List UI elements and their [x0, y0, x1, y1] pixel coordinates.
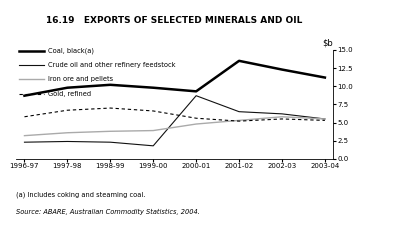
Text: Crude oil and other refinery feedstock: Crude oil and other refinery feedstock [48, 62, 175, 68]
Text: Coal, black(a): Coal, black(a) [48, 48, 94, 54]
Point [23, 153, 27, 156]
Point [23, 152, 27, 155]
Text: 16.19   EXPORTS OF SELECTED MINERALS AND OIL: 16.19 EXPORTS OF SELECTED MINERALS AND O… [46, 16, 303, 25]
Text: $b: $b [323, 39, 333, 48]
Point [26, 151, 31, 154]
Point [23, 150, 27, 153]
Text: Iron ore and pellets: Iron ore and pellets [48, 76, 113, 82]
Text: Source: ABARE, Australian Commodity Statistics, 2004.: Source: ABARE, Australian Commodity Stat… [16, 209, 200, 215]
Point [26, 152, 31, 155]
Point [23, 151, 27, 154]
Text: (a) Includes coking and steaming coal.: (a) Includes coking and steaming coal. [16, 192, 145, 198]
Text: Gold, refined: Gold, refined [48, 91, 91, 96]
Point [26, 150, 31, 153]
Point [26, 153, 31, 156]
